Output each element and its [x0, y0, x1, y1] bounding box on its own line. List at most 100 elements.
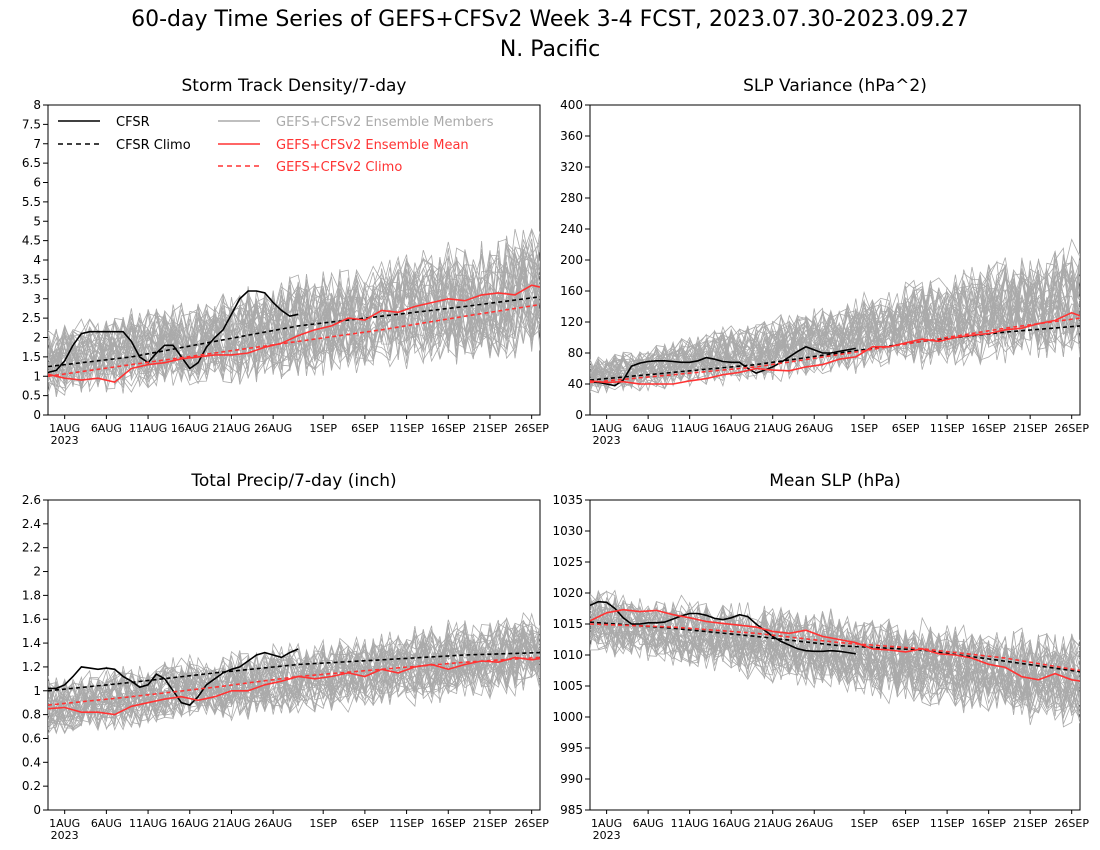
- x-tick-label: 1AUG: [49, 817, 80, 830]
- x-tick-label: 6AUG: [633, 817, 664, 830]
- ensemble-member-line: [590, 268, 1080, 383]
- y-tick-label: 1010: [552, 648, 583, 662]
- plot-area: [48, 227, 540, 397]
- y-tick-label: 1025: [552, 555, 583, 569]
- x-tick-label: 21AUG: [754, 817, 792, 830]
- x-tick-label: 11SEP: [389, 817, 424, 830]
- figure-title: 60-day Time Series of GEFS+CFSv2 Week 3-…: [131, 7, 969, 32]
- chart-panel-1: Storm Track Density/7-day 0 0.5 1 1.5 2 2.5 3 3.…: [22, 76, 549, 447]
- x-tick-label: 6SEP: [351, 817, 379, 830]
- ensemble-member-line: [48, 241, 540, 390]
- x-tick-label: 6AUG: [91, 817, 122, 830]
- legend-label: CFSR Climo: [116, 138, 191, 153]
- x-tick-label: 21SEP: [1013, 422, 1048, 435]
- x-tick-label: 1SEP: [309, 422, 337, 435]
- x-tick-label: 26AUG: [795, 817, 833, 830]
- series-line-gefs-cfsv2-climo: [48, 303, 540, 378]
- ensemble-member-line: [590, 266, 1080, 394]
- y-tick-label: 0.5: [22, 389, 41, 403]
- x-tick-label: 26SEP: [514, 422, 549, 435]
- series-line-gefs-cfsv2-ensemble-mean: [48, 656, 540, 716]
- ensemble-member-line: [590, 603, 1080, 720]
- series-line-cfsr: [590, 345, 856, 387]
- y-tick-label: 4: [33, 253, 41, 267]
- plot-area: [590, 589, 1080, 728]
- y-tick-label: 40: [568, 377, 583, 391]
- series-line-gefs-cfsv2-ensemble-mean: [590, 311, 1080, 385]
- y-tick-label: 0.2: [22, 779, 41, 793]
- chart-panel-3: Total Precip/7-day (inch)00.20.40.60.811…: [22, 471, 549, 842]
- y-tick-label: 2: [33, 331, 41, 345]
- y-tick-label: 1000: [552, 710, 583, 724]
- legend-label: GEFS+CFSv2 Ensemble Members: [276, 115, 494, 130]
- legend: CFSR CFSR Climo GEFS+CFSv2 Ensemble Member…: [58, 115, 494, 175]
- y-tick-label: 1: [33, 369, 41, 383]
- series-line-cfsr: [48, 290, 299, 374]
- y-tick-label: 0: [33, 803, 41, 817]
- ensemble-member-line: [48, 229, 540, 396]
- y-tick-label: 8: [33, 98, 41, 112]
- ensemble-member-line: [48, 623, 540, 730]
- x-tick-label: 11SEP: [389, 422, 424, 435]
- x-tick-label: 21SEP: [473, 422, 508, 435]
- x-tick-label: 1AUG: [591, 422, 622, 435]
- y-tick-label: 4.5: [22, 234, 41, 248]
- x-tick-label: 21SEP: [1013, 817, 1048, 830]
- y-tick-label: 2.6: [22, 493, 41, 507]
- ensemble-member-line: [590, 276, 1080, 390]
- y-tick-label: 1.2: [22, 660, 41, 674]
- x-tick-label: 26SEP: [1054, 422, 1089, 435]
- x-tick-label: 1AUG: [591, 817, 622, 830]
- x-tick-label: 16SEP: [431, 817, 466, 830]
- ensemble-member-line: [590, 607, 1080, 704]
- x-tick-label: 11AUG: [671, 422, 709, 435]
- y-tick-label: 6: [33, 176, 41, 190]
- series-line-gefs-cfsv2-climo: [590, 623, 1080, 672]
- x-tick-label: 6AUG: [633, 422, 664, 435]
- y-tick-label: 2.5: [22, 311, 41, 325]
- ensemble-member-line: [48, 239, 540, 386]
- y-tick-label: 280: [560, 191, 583, 205]
- panels: Storm Track Density/7-day 0 0.5 1 1.5 2 2.5 3 3.…: [22, 76, 1089, 842]
- series-line-cfsr-climo: [48, 296, 540, 368]
- ensemble-member-line: [590, 256, 1080, 392]
- y-tick-label: 7: [33, 137, 41, 151]
- x-tick-label: 16AUG: [171, 422, 209, 435]
- ensemble-member-line: [590, 605, 1080, 715]
- y-tick-label: 995: [560, 741, 583, 755]
- y-tick-label: 1.5: [22, 350, 41, 364]
- x-tick-label: 1AUG: [49, 422, 80, 435]
- ensemble-member-line: [48, 618, 540, 726]
- x-tick-label: 1SEP: [309, 817, 337, 830]
- y-tick-label: 1005: [552, 679, 583, 693]
- figure-subtitle: N. Pacific: [500, 37, 600, 62]
- x-tick-label: 21AUG: [754, 422, 792, 435]
- y-tick-label: 0.6: [22, 731, 41, 745]
- x-tick-label: 1SEP: [850, 817, 878, 830]
- y-tick-label: 0.4: [22, 755, 41, 769]
- plot-area: [48, 611, 540, 736]
- ensemble-member-line: [48, 629, 540, 729]
- y-tick-label: 7.5: [22, 117, 41, 131]
- y-tick-label: 1035: [552, 493, 583, 507]
- y-tick-label: 0: [575, 408, 583, 422]
- x-tick-year-label: 2023: [51, 434, 79, 447]
- y-tick-label: 6.5: [22, 156, 41, 170]
- y-tick-label: 985: [560, 803, 583, 817]
- series-line-gefs-cfsv2-ensemble-mean: [590, 608, 1080, 682]
- x-tick-label: 16AUG: [171, 817, 209, 830]
- legend-label: GEFS+CFSv2 Climo: [276, 160, 402, 175]
- x-tick-label: 26AUG: [254, 422, 292, 435]
- x-tick-year-label: 2023: [593, 434, 621, 447]
- series-line-cfsr: [48, 648, 299, 706]
- ensemble-member-line: [590, 249, 1080, 386]
- panel-title: Mean SLP (hPa): [769, 471, 901, 491]
- x-tick-label: 21SEP: [473, 817, 508, 830]
- legend-label: CFSR: [116, 115, 150, 130]
- panel-title: SLP Variance (hPa^2): [743, 76, 927, 96]
- y-tick-label: 1: [33, 684, 41, 698]
- y-tick-label: 0.8: [22, 708, 41, 722]
- ensemble-member-line: [48, 252, 540, 387]
- series-line-gefs-cfsv2-ensemble-mean: [48, 284, 540, 383]
